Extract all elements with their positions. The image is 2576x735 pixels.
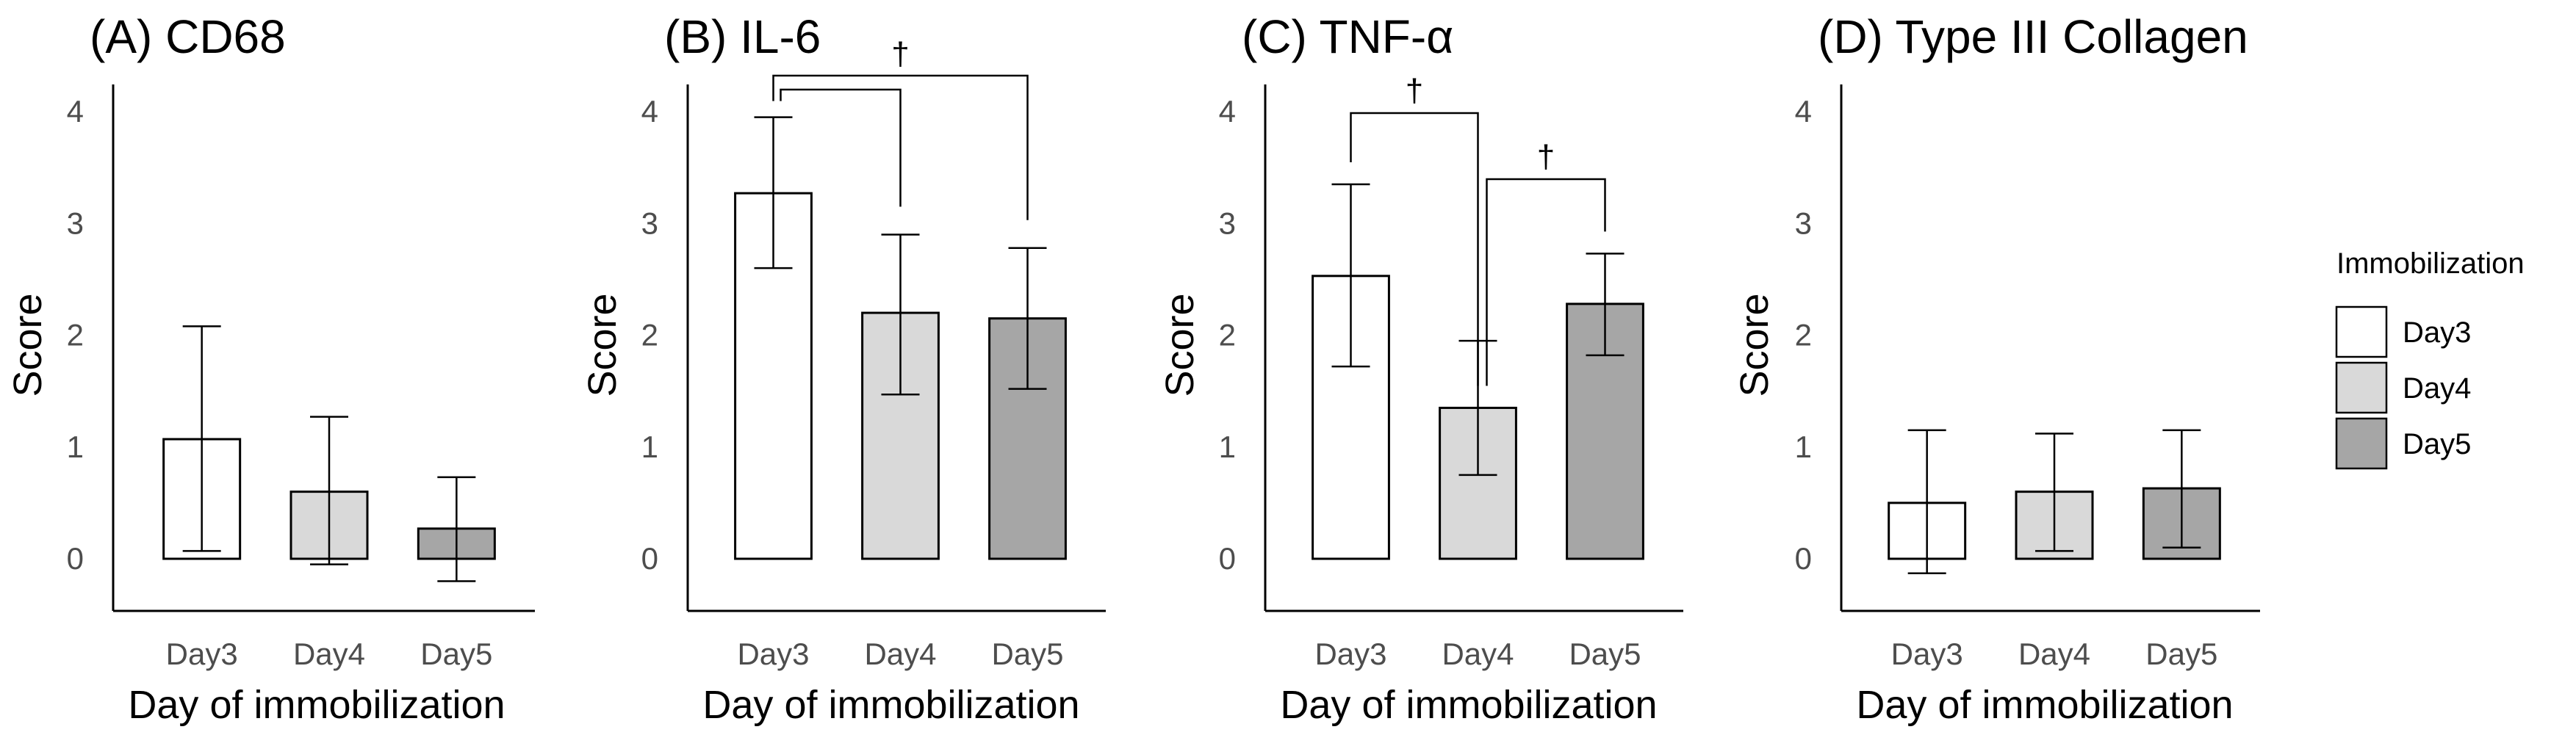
y-tick-label: 2 xyxy=(1795,318,1812,352)
panel-title: (C) TNF-α xyxy=(1242,10,1453,63)
y-tick-label: 0 xyxy=(1219,541,1236,576)
legend-label: Day3 xyxy=(2403,316,2471,349)
significance-bracket xyxy=(780,88,902,207)
y-tick-label: 0 xyxy=(67,541,84,576)
legend-title: Immobilization xyxy=(2336,247,2525,280)
y-tick-label: 1 xyxy=(67,430,84,464)
x-tick-label: Day5 xyxy=(991,637,1063,671)
panel-b: (B) IL-6 0 1 2 3 4 Score Day of immobilization D… xyxy=(580,10,1106,727)
bar-day3 xyxy=(1312,275,1390,560)
significance-marker: † xyxy=(1537,139,1555,175)
x-tick-label: Day4 xyxy=(293,637,365,671)
y-tick-label: 3 xyxy=(67,206,84,240)
x-tick-label: Day5 xyxy=(2145,637,2217,671)
y-tick-label: 1 xyxy=(641,430,658,464)
legend-label: Day4 xyxy=(2403,372,2471,405)
significance-bracket xyxy=(1486,178,1606,386)
x-axis-label: Day of immobilization xyxy=(128,683,505,727)
y-axis-label: Score xyxy=(580,293,625,397)
legend-swatch-day3 xyxy=(2335,305,2388,358)
x-tick-label: Day4 xyxy=(2018,637,2090,671)
panel-a: (A) CD68 0 1 2 3 4 Score Day of immobilization D… xyxy=(6,10,535,727)
significance-marker: † xyxy=(1406,73,1423,109)
y-tick-label: 4 xyxy=(1795,94,1812,128)
panel-c: (C) TNF-α 0 1 2 3 4 Score Day of immobilization… xyxy=(1158,10,1683,727)
panel-d: (D) Type III Collagen 0 1 2 3 4 Score Day of im… xyxy=(1733,10,2260,727)
y-tick-label: 1 xyxy=(1219,430,1236,464)
x-tick-label: Day3 xyxy=(166,637,238,671)
significance-marker: † xyxy=(891,36,909,72)
significance-bracket xyxy=(772,74,1029,220)
significance-marker: † xyxy=(894,36,912,72)
y-tick-label: 4 xyxy=(641,94,658,128)
y-tick-label: 1 xyxy=(1795,430,1812,464)
x-tick-label: Day3 xyxy=(737,637,809,671)
y-tick-label: 2 xyxy=(641,318,658,352)
y-tick-label: 0 xyxy=(641,541,658,576)
legend-label: Day5 xyxy=(2403,428,2471,460)
legend-swatch-day4 xyxy=(2335,361,2388,414)
legend: Immobilization Day3 Day4 Day5 xyxy=(2335,247,2525,470)
x-tick-label: Day4 xyxy=(1442,637,1514,671)
panel-title: (D) Type III Collagen xyxy=(1818,10,2248,63)
legend-swatch-day5 xyxy=(2335,417,2388,470)
x-axis-label: Day of immobilization xyxy=(1280,683,1657,727)
y-axis-label: Score xyxy=(6,293,50,397)
panel-title: (A) CD68 xyxy=(90,10,286,63)
y-tick-label: 3 xyxy=(641,206,658,240)
y-tick-label: 4 xyxy=(1219,94,1236,128)
y-axis-label: Score xyxy=(1158,293,1202,397)
x-tick-label: Day5 xyxy=(1569,637,1641,671)
x-tick-label: Day4 xyxy=(864,637,936,671)
panel-title: (B) IL-6 xyxy=(664,10,821,63)
y-axis-label: Score xyxy=(1733,293,1777,397)
x-axis-label: Day of immobilization xyxy=(702,683,1079,727)
x-tick-label: Day5 xyxy=(420,637,492,671)
x-tick-label: Day3 xyxy=(1314,637,1386,671)
y-tick-label: 3 xyxy=(1219,206,1236,240)
y-tick-label: 2 xyxy=(1219,318,1236,352)
y-tick-label: 2 xyxy=(67,318,84,352)
x-tick-label: Day3 xyxy=(1891,637,1963,671)
y-tick-label: 0 xyxy=(1795,541,1812,576)
significance-bracket xyxy=(1350,112,1479,386)
y-tick-label: 3 xyxy=(1795,206,1812,240)
y-tick-label: 4 xyxy=(67,94,84,128)
x-axis-label: Day of immobilization xyxy=(1856,683,2233,727)
